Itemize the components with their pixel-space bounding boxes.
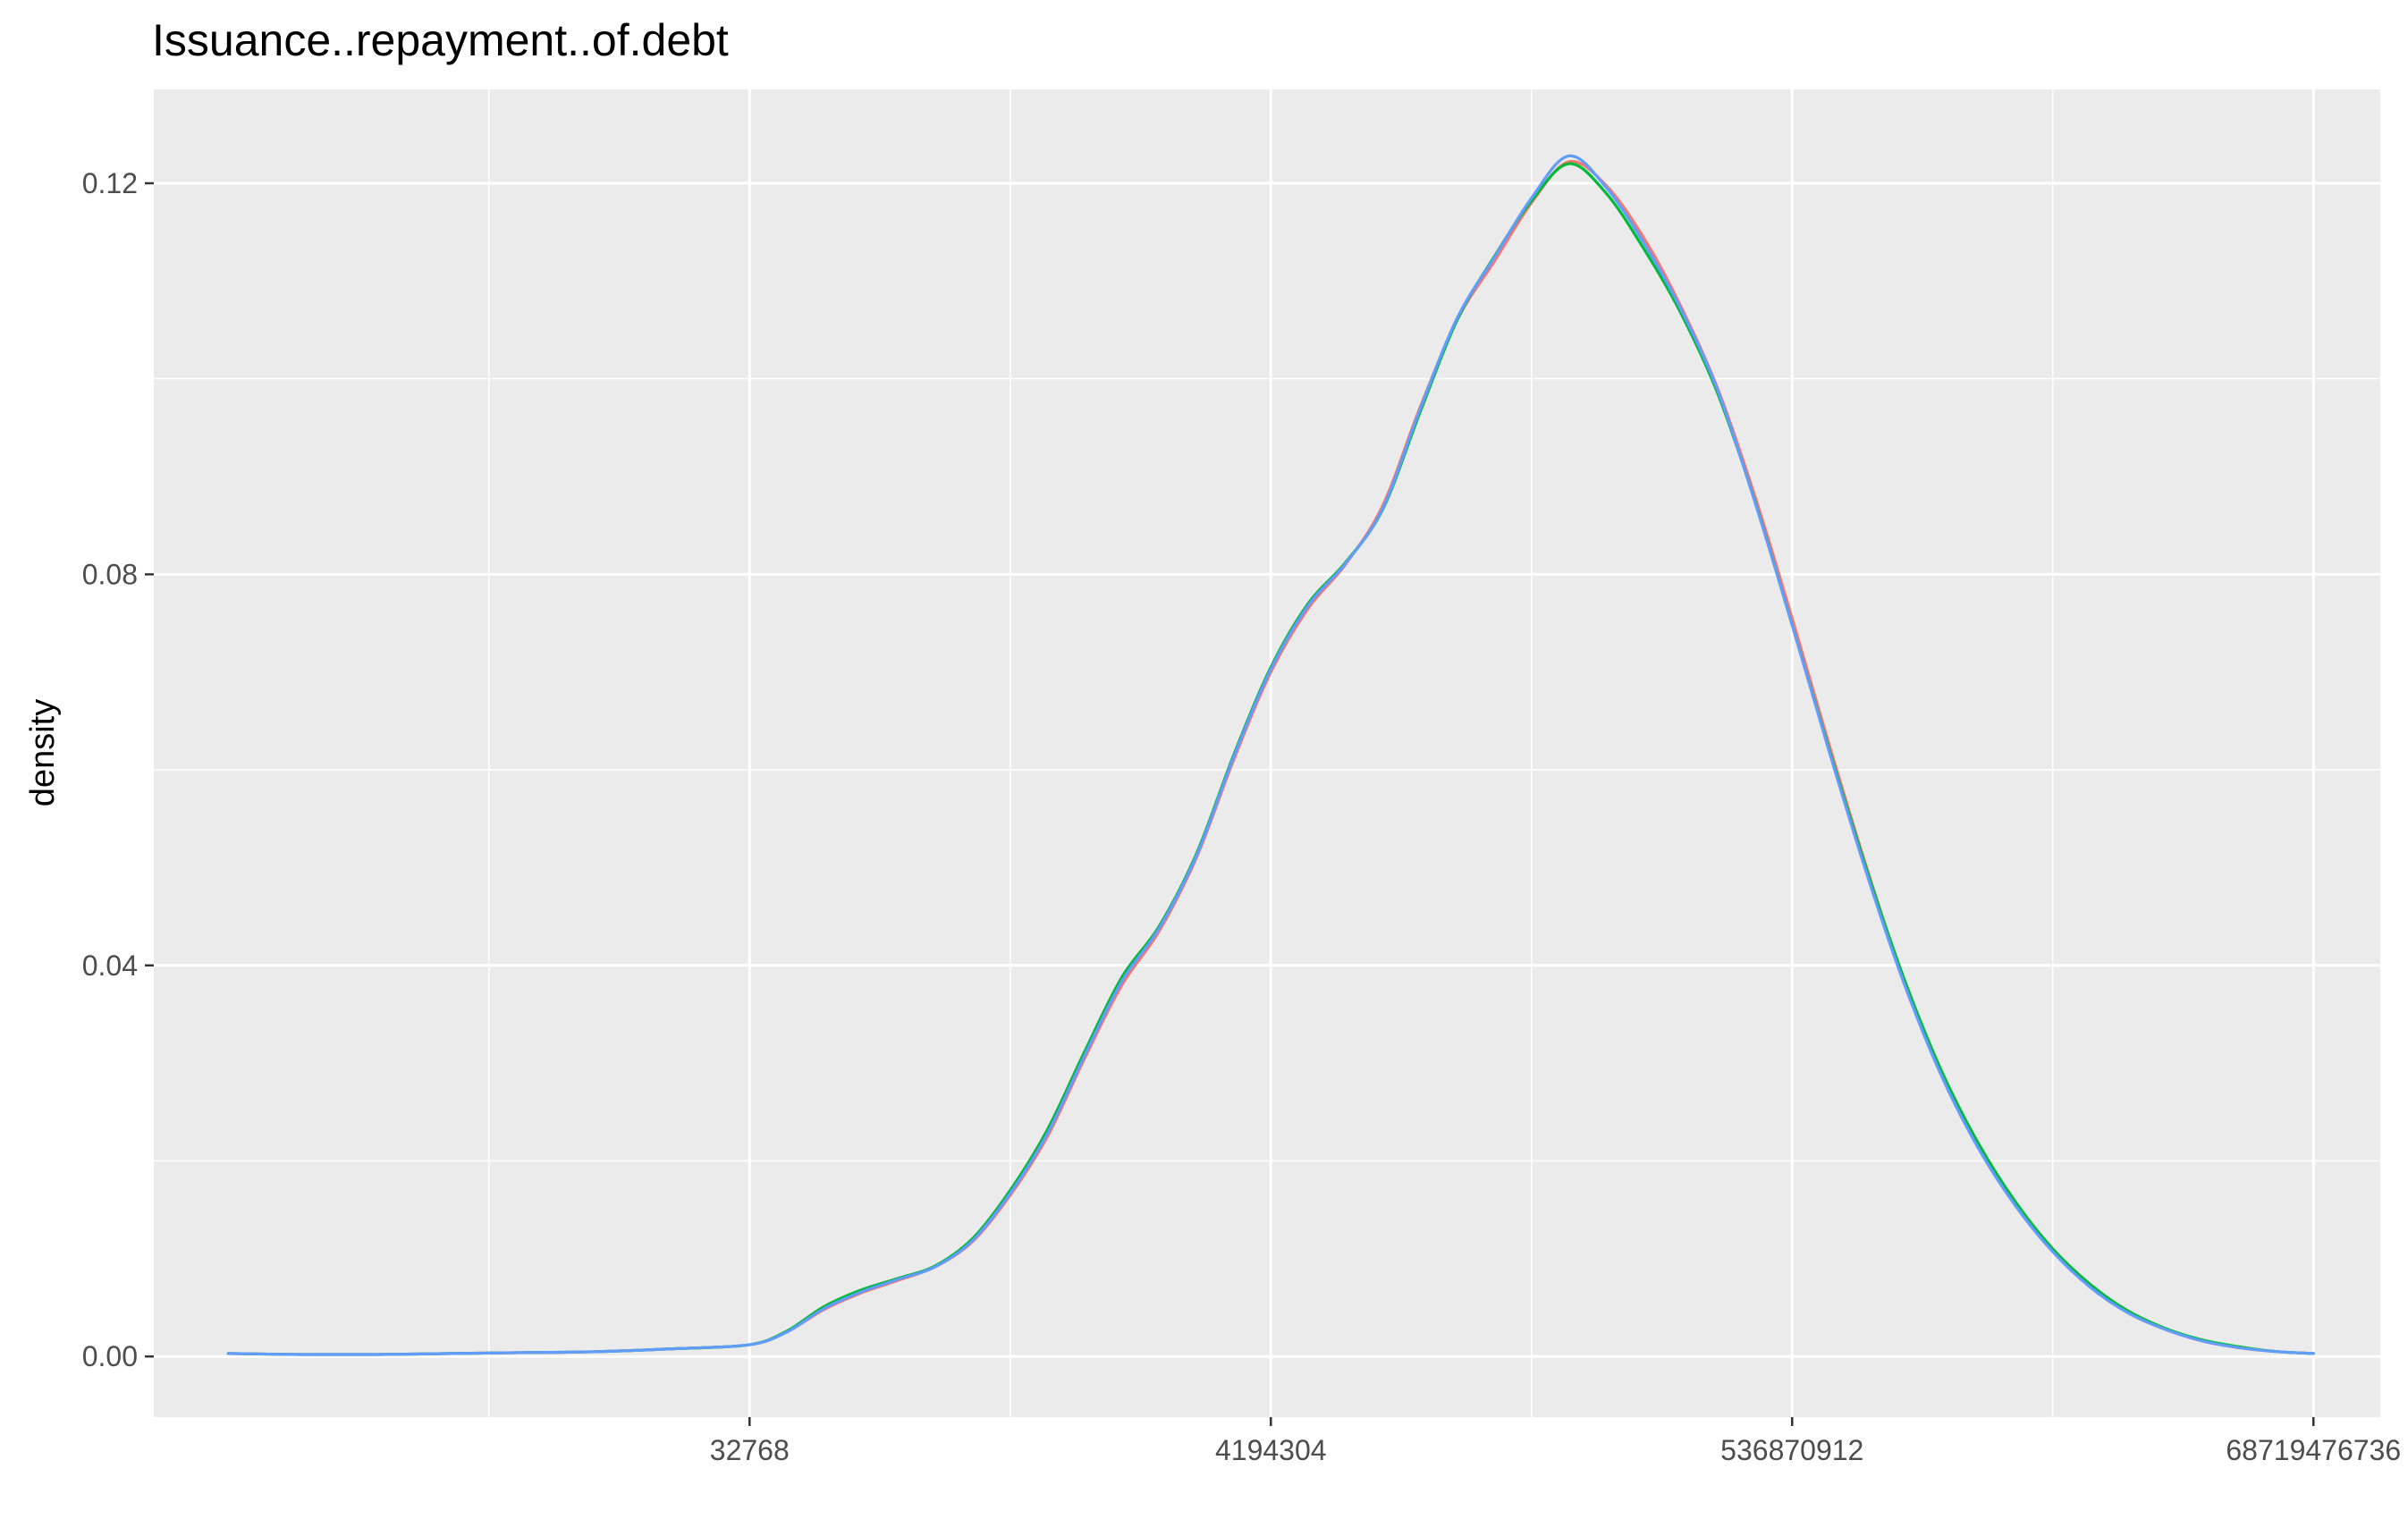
x-tick-label: 68719476736 bbox=[2226, 1434, 2401, 1466]
chart-title: Issuance..repayment..of.debt bbox=[152, 15, 729, 65]
x-tick-label: 4194304 bbox=[1215, 1434, 1327, 1466]
y-axis-label: density bbox=[24, 699, 62, 806]
x-tick-label: 32768 bbox=[710, 1434, 790, 1466]
major-gridlines bbox=[154, 89, 2380, 1417]
density-curves bbox=[226, 154, 2315, 1356]
y-tick-label: 0.04 bbox=[82, 949, 138, 982]
y-tick-label: 0.12 bbox=[82, 167, 138, 199]
y-tick-label: 0.00 bbox=[82, 1340, 138, 1372]
x-axis: 32768 4194304 536870912 68719476736 bbox=[710, 1417, 2401, 1466]
y-axis: 0.00 0.04 0.08 0.12 bbox=[82, 167, 154, 1372]
plot-panel bbox=[154, 89, 2380, 1417]
density-line bbox=[226, 154, 2315, 1356]
x-tick-label: 536870912 bbox=[1720, 1434, 1863, 1466]
minor-gridlines bbox=[154, 89, 2380, 1417]
y-tick-label: 0.08 bbox=[82, 558, 138, 590]
